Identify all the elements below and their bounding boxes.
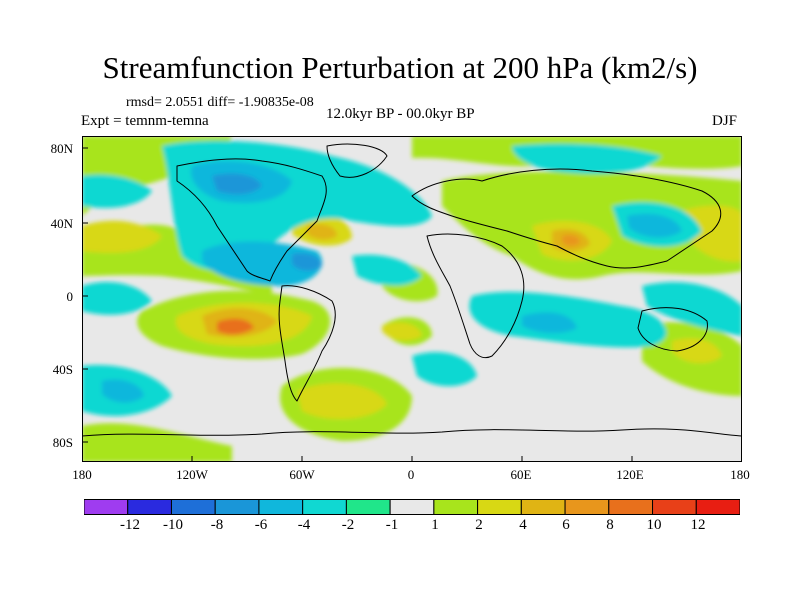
lat-label-80s: 80S: [52, 435, 73, 450]
coastlines: [82, 143, 742, 437]
colorbar-swatch: [170, 499, 216, 515]
contour-region-southern-ocean-yellow: [297, 383, 387, 420]
colorbar-label: -4: [297, 517, 311, 533]
lon-label-120w: 120W: [176, 467, 208, 482]
colorbar-label: 4: [519, 517, 527, 533]
colorbar-swatch: [608, 499, 654, 515]
contour-region-nw-pacific-yellow: [82, 220, 162, 253]
contour-region-southern-ocean-edge: [82, 423, 232, 462]
colorbar-swatch: [477, 499, 522, 515]
contour-region-east-asia-teal: [627, 213, 682, 238]
colorbar-swatch: [345, 499, 391, 515]
experiment-label: Expt = temnm-temna: [81, 113, 209, 129]
colorbar-swatch: [695, 499, 740, 515]
contour-region-pacific-cyan: [82, 174, 152, 208]
colorbar-swatch: [389, 499, 435, 515]
lon-label-180w: 180: [72, 467, 92, 482]
contour-region-north-atlantic-orange: [307, 224, 337, 240]
contour-region-south-atlantic-yellow: [382, 322, 422, 341]
lat-label-40n: 40N: [50, 216, 73, 231]
colorbar-swatch: [258, 499, 304, 515]
coastline-antarctica: [82, 428, 742, 437]
contour-region-eurasia-green: [442, 171, 742, 280]
lat-label-80n: 80N: [50, 141, 73, 156]
contour-region-south-pacific-cyan: [82, 281, 152, 315]
lat-label-0: 0: [66, 289, 74, 304]
colorbar-swatch: [127, 499, 172, 515]
contour-region-caribbean-core: [292, 253, 322, 271]
colorbar-label: -1: [385, 517, 399, 533]
lon-label-180e: 180: [730, 467, 750, 482]
colorbar-label: 10: [646, 517, 662, 533]
colorbar-label: 6: [562, 517, 570, 533]
lat-label-40s: 40S: [52, 362, 73, 377]
contour-region-south-atlantic-cyan: [412, 352, 477, 387]
axis-ticks: [82, 147, 633, 462]
colorbar-label: 1: [431, 517, 439, 533]
lon-label-60e: 60E: [510, 467, 532, 482]
colorbar-swatch: [433, 499, 479, 515]
coastline-south-america: [278, 285, 336, 402]
contour-region-south-pacific-core: [217, 318, 254, 335]
streamfunction-map: [82, 136, 742, 462]
contour-region-tropical-atlantic-cyan: [352, 254, 422, 286]
colorbar-label: 2: [475, 517, 483, 533]
figure-title: Streamfunction Perturbation at 200 hPa (…: [102, 50, 698, 85]
colorbar-label: -6: [254, 517, 268, 533]
colorbar-label: -2: [341, 517, 355, 533]
contour-region-siberia-cyan: [512, 143, 662, 174]
contour-region-caribbean-teal: [202, 241, 323, 286]
colorbar-label: -8: [210, 517, 224, 533]
contour-region-australia-cyan: [642, 282, 742, 336]
lon-label-60w: 60W: [289, 467, 315, 482]
coastline-australia: [637, 307, 708, 352]
season-label: DJF: [712, 113, 738, 129]
coastline-north-america: [176, 158, 327, 282]
colorbar-cells: [84, 499, 740, 515]
colorbar-swatch: [520, 499, 566, 515]
stats-line: rmsd= 2.0551 diff= -1.90835e-08: [126, 95, 314, 110]
lon-label-120e: 120E: [616, 467, 644, 482]
contour-region-north-pacific-yellow: [682, 205, 742, 262]
colorbar-swatch: [564, 499, 610, 515]
contour-region-india-core: [562, 234, 580, 246]
period-label: 12.0kyr BP - 00.0kyr BP: [326, 106, 475, 122]
colorbar-swatch: [84, 499, 129, 515]
colorbar-swatch: [652, 499, 697, 515]
contour-region-south-indian-yellow: [672, 338, 722, 364]
contour-region-southern-ocean-teal: [102, 379, 144, 403]
colorbar-label: -10: [163, 517, 183, 533]
colorbar-label: -12: [120, 517, 140, 533]
colorbar-swatch: [302, 499, 347, 515]
colorbar-label: 12: [690, 517, 706, 533]
lon-label-0: 0: [407, 467, 415, 482]
colorbar-label: 8: [606, 517, 614, 533]
coastline-europe-asia: [411, 168, 722, 269]
contour-region-north-america-core: [212, 173, 262, 195]
contour-region-indian-ocean-teal: [522, 312, 577, 334]
coastline-africa: [426, 233, 525, 359]
coastline-greenland: [326, 143, 388, 178]
colorbar: [84, 499, 740, 515]
colorbar-swatch: [214, 499, 260, 515]
